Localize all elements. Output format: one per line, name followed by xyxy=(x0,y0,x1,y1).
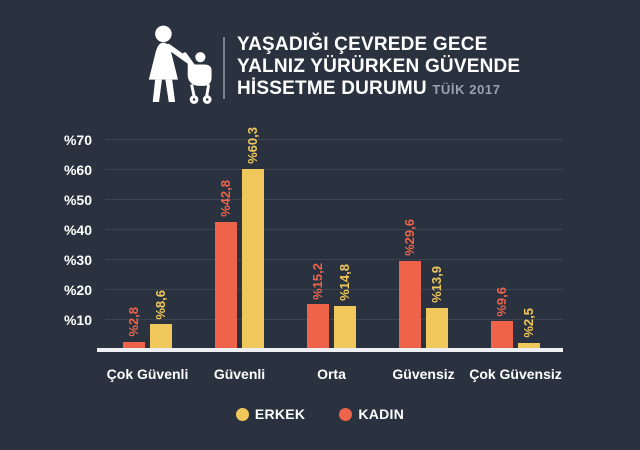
bar-erkek-3 xyxy=(334,305,356,350)
bar-erkek-4 xyxy=(426,308,448,350)
chart-legend: ERKEK KADIN xyxy=(0,406,640,422)
legend-label-kadin: KADIN xyxy=(358,406,405,422)
legend-dot-erkek xyxy=(235,407,249,421)
title-source-label: TÜİK 2017 xyxy=(432,82,501,97)
bar-kadin-2 xyxy=(215,221,237,350)
bar-kadin-4 xyxy=(399,261,421,350)
header-divider xyxy=(223,36,225,99)
y-axis-tick-label: %10 xyxy=(63,312,92,328)
bar-erkek-1 xyxy=(150,324,172,350)
woman-with-stroller-icon xyxy=(142,24,214,111)
legend-item-erkek: ERKEK xyxy=(235,406,306,422)
bar-value-label: %29,6 xyxy=(402,219,417,257)
bar-value-label: %2,8 xyxy=(126,306,141,337)
title-line-1: YAŞADIĞI ÇEVREDE GECE xyxy=(237,34,488,55)
y-axis-tick-label: %50 xyxy=(63,192,92,208)
bar-erkek-2 xyxy=(242,169,264,350)
gridline-60 xyxy=(105,169,563,170)
title-line-3-text: HİSSETME DURUMU xyxy=(237,78,427,99)
header: YAŞADIĞI ÇEVREDE GECE YALNIZ YÜRÜRKEN GÜ… xyxy=(142,24,520,111)
category-label-1: Çok Güvenli xyxy=(106,366,189,382)
bar-group-3: %15,2 %14,8 xyxy=(307,140,356,350)
page-title: YAŞADIĞI ÇEVREDE GECE YALNIZ YÜRÜRKEN GÜ… xyxy=(237,34,520,101)
y-axis-tick-label: %70 xyxy=(63,132,92,148)
category-label-3: Orta xyxy=(317,366,346,382)
bar-value-label: %14,8 xyxy=(337,263,352,301)
bar-value-label: %15,2 xyxy=(310,262,325,300)
title-line-2: YALNIZ YÜRÜRKEN GÜVENDE xyxy=(237,56,521,77)
bar-group-1: %2,8 %8,6 xyxy=(123,140,172,350)
bar-chart-plot-area: %10 %20 %30 %40 %50 %60 %70 %2,8 %8,6 Çok Güvenli… xyxy=(64,127,563,382)
bar-erkek-5 xyxy=(518,342,540,350)
gridline-30 xyxy=(105,259,563,260)
bar-group-5: %9,6 %2,5 xyxy=(491,140,540,350)
bar-kadin-1 xyxy=(123,341,145,350)
y-axis-tick-label: %40 xyxy=(63,222,92,238)
gridline-50 xyxy=(105,199,563,200)
gridline-40 xyxy=(105,229,563,230)
bar-value-label: %13,9 xyxy=(429,266,444,304)
legend-label-erkek: ERKEK xyxy=(254,406,306,422)
y-axis-tick-label: %20 xyxy=(63,282,92,298)
y-axis-tick-label: %60 xyxy=(63,162,92,178)
legend-dot-kadin xyxy=(339,407,353,421)
category-label-4: Güvensiz xyxy=(392,366,455,382)
gridline-70 xyxy=(105,139,563,140)
bar-value-label: %9,6 xyxy=(494,286,509,317)
bar-value-label: %42,8 xyxy=(218,179,233,217)
bar-kadin-5 xyxy=(491,321,513,350)
bar-kadin-3 xyxy=(307,304,329,350)
bar-value-label: %8,6 xyxy=(153,289,168,320)
title-line-3: HİSSETME DURUMU TÜİK 2017 xyxy=(237,78,520,101)
bar-value-label: %2,5 xyxy=(521,307,536,338)
bar-group-4: %29,6 %13,9 xyxy=(399,140,448,350)
gridline-20 xyxy=(105,289,563,290)
x-axis-line xyxy=(97,348,563,352)
y-axis-tick-label: %30 xyxy=(63,252,92,268)
legend-item-kadin: KADIN xyxy=(339,406,404,422)
bar-group-2: %42,8 %60,3 xyxy=(215,127,264,350)
category-label-5: Çok Güvensiz xyxy=(469,366,562,382)
category-label-2: Güvenli xyxy=(213,366,266,382)
bar-value-label: %60,3 xyxy=(245,127,260,165)
